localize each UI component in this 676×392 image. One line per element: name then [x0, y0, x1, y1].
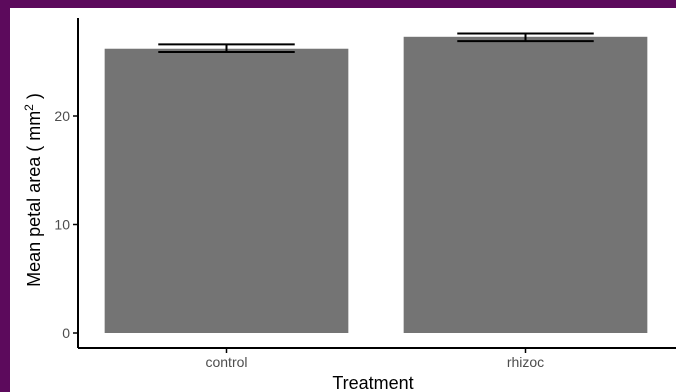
y-tick-label-10: 10: [54, 217, 70, 233]
x-axis-title: Treatment: [332, 373, 413, 392]
y-axis-title-superscript: 2: [22, 104, 36, 111]
bar-rhizoc: [403, 36, 648, 334]
y-ticks-group: 0 10 20: [54, 108, 78, 341]
bars-group: [104, 36, 648, 334]
x-tick-label-control: control: [205, 354, 247, 370]
bar-control: [104, 48, 349, 333]
y-axis-title-main: Mean petal area ( mm: [24, 111, 44, 287]
x-tick-label-rhizoc: rhizoc: [507, 354, 544, 370]
y-axis-title: Mean petal area ( mm2 ): [22, 93, 44, 287]
x-ticks-group: control rhizoc: [205, 348, 544, 370]
y-axis-title-close: ): [24, 93, 44, 104]
error-bar-control: [158, 43, 295, 53]
error-bars-group: [158, 32, 594, 53]
error-bar-rhizoc: [457, 32, 594, 43]
y-tick-label-0: 0: [62, 325, 70, 341]
y-tick-label-20: 20: [54, 108, 70, 124]
